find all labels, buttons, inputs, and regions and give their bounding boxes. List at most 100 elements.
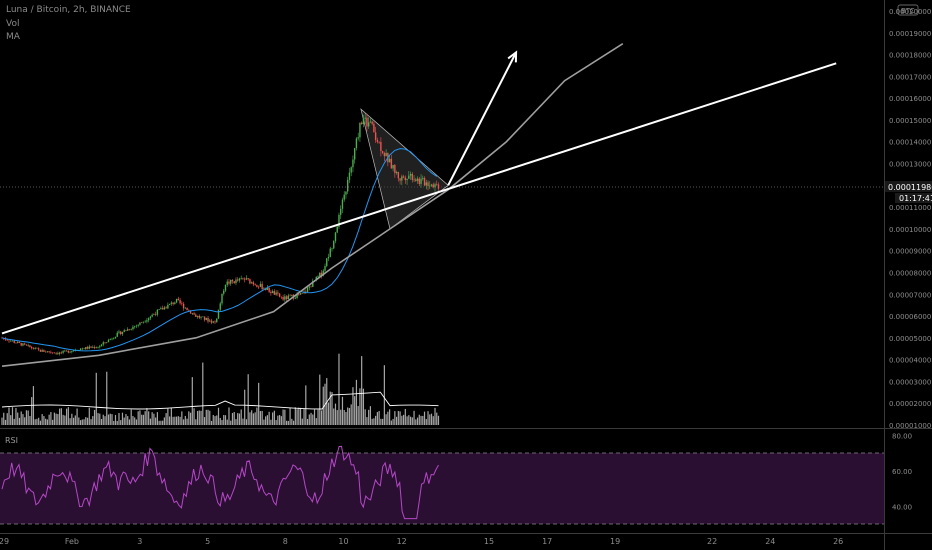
volume-bar	[348, 408, 351, 425]
candle-body	[184, 307, 187, 309]
candle-body	[348, 172, 351, 180]
candle-body	[104, 342, 106, 343]
volume-bar	[10, 415, 12, 425]
candle-body	[230, 279, 232, 284]
volume-bar	[53, 412, 55, 425]
volume-bar	[395, 416, 398, 425]
volume-bar	[366, 417, 368, 425]
price-tick-label: 0.00009000	[889, 248, 931, 256]
volume-bar	[233, 412, 235, 425]
volume-bar	[132, 415, 134, 425]
volume-bar	[113, 420, 115, 425]
volume-bar	[437, 415, 440, 425]
volume-bar	[368, 409, 370, 425]
candle-body	[245, 278, 248, 280]
candle-body	[147, 318, 150, 321]
volume-bar	[46, 419, 48, 425]
candle-body	[92, 346, 94, 348]
breakout-arrow[interactable]	[447, 51, 517, 186]
volume-bar	[15, 408, 17, 425]
price-tick-label: 0.00001000	[889, 422, 931, 430]
volume-bar	[177, 416, 179, 425]
candle-body	[381, 151, 384, 154]
volume-bar	[380, 418, 382, 425]
volume-bar	[238, 413, 241, 425]
volume-bar	[298, 407, 300, 425]
volume-bar	[50, 412, 52, 425]
candle-body	[79, 348, 82, 351]
candle-body	[44, 351, 47, 353]
candle-body	[243, 278, 246, 280]
volume-bar	[160, 420, 162, 425]
candle-body	[46, 351, 49, 353]
volume-bar	[343, 410, 345, 425]
candle-body	[322, 270, 324, 276]
candle-body	[102, 342, 104, 345]
candle-body	[402, 176, 405, 178]
volume-bar	[340, 409, 342, 425]
support-curve[interactable]	[1, 43, 624, 367]
candle-body	[371, 121, 373, 124]
triangle-pattern[interactable]	[360, 108, 449, 230]
volume-bar	[130, 409, 132, 425]
volume-bar	[163, 417, 165, 425]
candle-body	[160, 308, 162, 310]
currency-badge-label[interactable]: BTC	[901, 7, 915, 15]
volume-bar	[95, 372, 97, 425]
time-tick-label: 19	[610, 537, 620, 546]
volume-bar	[251, 410, 253, 425]
volume-bar	[209, 410, 211, 425]
candle-body	[118, 331, 120, 333]
candle-body	[252, 282, 255, 285]
candle-body	[324, 266, 326, 271]
currency-badge[interactable]	[897, 4, 919, 16]
price-tick-label: 0.00016000	[889, 95, 931, 103]
volume-bar	[13, 418, 15, 425]
candle-body	[13, 340, 15, 343]
candle-body	[140, 322, 143, 324]
candle-body	[216, 318, 218, 323]
candle-body	[71, 351, 73, 352]
volume-bar	[422, 415, 424, 425]
candle-body	[275, 292, 277, 295]
candle-body	[427, 182, 429, 186]
volume-bar	[399, 411, 401, 425]
candle-body	[238, 278, 241, 281]
time-tick-label: 17	[542, 537, 552, 546]
volume-bar	[275, 420, 277, 425]
volume-bar	[258, 382, 260, 425]
volume-bar	[121, 412, 124, 425]
volume-bar	[137, 411, 139, 425]
trendline[interactable]	[1, 62, 837, 335]
candle-body	[301, 293, 304, 294]
candle-body	[90, 346, 92, 348]
volume-bar	[200, 410, 202, 425]
volume-bar	[191, 377, 193, 425]
candle-body	[121, 332, 124, 335]
candle-body	[128, 329, 131, 330]
volume-bar	[155, 417, 157, 425]
volume-bar	[230, 420, 232, 425]
candle-body	[83, 348, 85, 350]
volume-bar	[142, 414, 145, 425]
volume-bar	[429, 414, 431, 425]
candle-body	[355, 138, 358, 149]
candle-body	[133, 326, 136, 327]
volume-bar	[188, 411, 190, 425]
volume-bar	[425, 419, 427, 425]
volume-bar	[118, 413, 120, 425]
volume-bar	[148, 411, 150, 425]
candle-body	[85, 346, 87, 350]
candle-body	[373, 123, 375, 133]
candle-body	[434, 184, 436, 188]
price-tick-label: 0.00020000	[889, 8, 931, 16]
volume-bar	[291, 418, 293, 425]
volume-bar	[292, 420, 295, 425]
candle-body	[264, 288, 267, 291]
volume-bar	[223, 414, 225, 425]
arrow-head[interactable]	[507, 50, 518, 63]
candle-body	[22, 343, 24, 346]
volume-bar	[99, 413, 101, 425]
current-price-label: 0.00011986	[888, 183, 932, 192]
